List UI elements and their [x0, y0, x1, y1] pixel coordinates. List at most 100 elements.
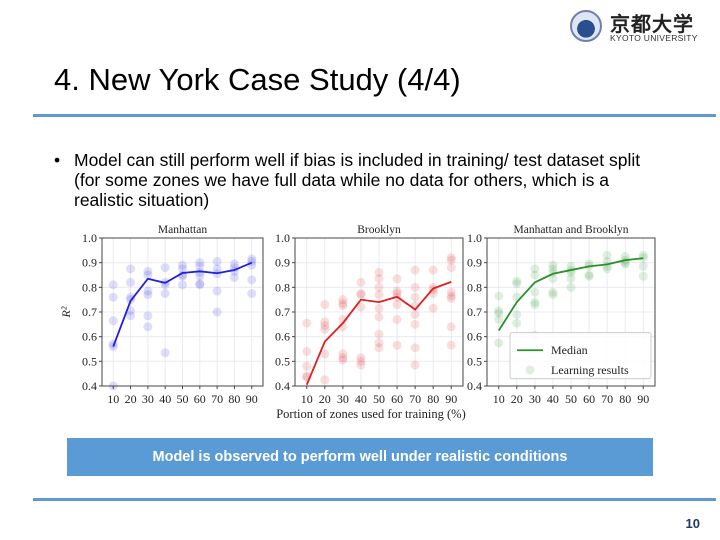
y-tick-label: 0.7 — [467, 305, 482, 319]
scatter-point — [446, 322, 456, 332]
scatter-point — [446, 255, 456, 265]
scatter-point — [620, 259, 630, 269]
x-tick-label: 60 — [194, 392, 206, 406]
scatter-point — [356, 353, 366, 363]
y-tick-label: 0.6 — [82, 330, 97, 344]
scatter-point — [494, 308, 504, 318]
scatter-point — [143, 290, 153, 300]
footer-divider — [33, 498, 716, 501]
chart-panel-3: 0.4 0.5 0.6 0.7 0.8 0.9 1.0 10 20 30 40 50 60 70 80 90 M… — [467, 224, 656, 406]
scatter-point — [195, 261, 205, 271]
y-tick-label: 0.9 — [467, 256, 482, 270]
scatter-point — [338, 349, 348, 359]
scatter-point — [356, 289, 366, 298]
y-axis-label: R² — [59, 306, 73, 318]
x-tick-label: 30 — [529, 392, 541, 406]
scatter-point — [320, 321, 330, 331]
scatter-point — [320, 349, 330, 359]
x-tick-label: 60 — [583, 392, 595, 406]
scatter-point — [410, 343, 420, 353]
scatter-point — [392, 274, 402, 284]
scatter-point — [247, 275, 257, 285]
scatter-point — [566, 261, 576, 271]
scatter-point — [410, 309, 420, 319]
scatter-point — [356, 277, 366, 287]
scatter-point — [512, 276, 522, 286]
scatter-point — [320, 324, 330, 334]
scatter-point — [548, 260, 558, 270]
x-tick-label: 80 — [228, 392, 240, 406]
scatter-point — [494, 338, 504, 348]
scatter-point — [584, 271, 594, 281]
x-tick-label: 90 — [637, 392, 649, 406]
scatter-point — [338, 353, 348, 363]
scatter-point — [356, 302, 366, 312]
scatter-point — [566, 274, 576, 284]
scatter-point — [446, 293, 456, 303]
y-tick-label: 0.5 — [467, 354, 482, 368]
scatter-point — [374, 329, 384, 339]
median-line — [305, 281, 452, 386]
scatter-point — [143, 270, 153, 280]
scatter-point — [178, 260, 187, 270]
scatter-point — [108, 280, 118, 290]
scatter-point — [602, 250, 612, 260]
scatter-point — [126, 277, 136, 287]
scatter-point — [494, 314, 504, 324]
scatter-point — [512, 292, 522, 302]
y-tick-label: 1.0 — [82, 231, 97, 245]
scatter-point — [410, 265, 420, 275]
scatter-point — [143, 311, 153, 321]
y-tick-label: 0.9 — [82, 256, 97, 270]
scatter-point — [530, 300, 540, 310]
chart-panel-1: 0.4 0.5 0.6 0.7 0.8 0.9 1.0 10 20 30 40 50 60 70 80 90 M… — [59, 224, 264, 406]
x-tick-label: 40 — [159, 392, 171, 406]
kyoto-university-logo: 京都大学 KYOTO UNIVERSITY — [570, 8, 720, 46]
y-tick-label: 0.8 — [467, 280, 482, 294]
scatter-point — [392, 286, 402, 296]
title-divider — [33, 114, 716, 117]
scatter-point — [374, 303, 384, 313]
scatter-point — [410, 360, 420, 370]
scatter-point — [212, 256, 222, 266]
x-tick-label: 20 — [319, 392, 331, 406]
scatter-point — [530, 287, 540, 297]
x-tick-label: 70 — [601, 392, 613, 406]
chart-title: Brooklyn — [357, 224, 401, 236]
scatter-point — [320, 375, 330, 385]
median-line — [497, 257, 644, 331]
scatter-point — [195, 280, 205, 290]
y-tick-label: 1.0 — [467, 231, 482, 245]
scatter-point — [338, 295, 348, 305]
scatter-point — [512, 318, 522, 328]
scatter-point — [392, 289, 402, 298]
scatter-point — [143, 286, 153, 296]
scatter-point — [195, 271, 205, 281]
chart-panel-2: 0.4 0.5 0.6 0.7 0.8 0.9 1.0 10 20 30 40 50 60 70 80 90 B… — [275, 224, 466, 421]
scatter-point — [428, 303, 438, 313]
scatter-point — [356, 356, 366, 366]
scatter-point — [428, 265, 438, 275]
scatter-point — [356, 360, 366, 370]
y-tick-label: 0.4 — [275, 379, 290, 393]
scatter-point — [374, 282, 384, 292]
legend-points-swatch — [525, 365, 535, 375]
y-tick-label: 0.4 — [82, 379, 97, 393]
scatter-point — [108, 292, 118, 302]
scatter-point — [602, 264, 612, 274]
scatter-point — [446, 263, 456, 273]
scatter-point — [320, 300, 330, 310]
scatter-point — [356, 290, 366, 300]
page-number: 10 — [685, 516, 700, 531]
scatter-point — [410, 292, 420, 302]
scatter-point — [446, 340, 456, 350]
x-axis-label: Portion of zones used for training (%) — [276, 407, 466, 421]
scatter-point — [392, 314, 402, 324]
scatter-point — [126, 311, 136, 321]
scatter-point — [548, 274, 558, 284]
x-tick-label: 10 — [107, 392, 119, 406]
scatter-point — [195, 268, 205, 278]
y-tick-label: 0.4 — [467, 379, 482, 393]
x-tick-label: 30 — [142, 392, 154, 406]
